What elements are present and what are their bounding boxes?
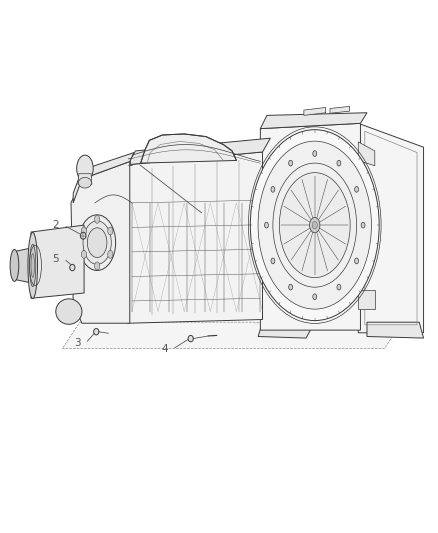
Polygon shape	[304, 108, 325, 115]
Ellipse shape	[271, 187, 275, 192]
Polygon shape	[62, 322, 402, 349]
Polygon shape	[31, 225, 84, 298]
Ellipse shape	[271, 258, 275, 264]
Ellipse shape	[81, 232, 86, 239]
Ellipse shape	[81, 251, 87, 259]
Polygon shape	[14, 247, 34, 284]
Text: 5: 5	[53, 254, 59, 263]
Ellipse shape	[94, 328, 99, 335]
Ellipse shape	[87, 228, 107, 257]
Ellipse shape	[258, 141, 371, 309]
Ellipse shape	[312, 221, 317, 229]
Ellipse shape	[310, 217, 320, 233]
Polygon shape	[358, 142, 375, 166]
Ellipse shape	[108, 227, 113, 235]
Ellipse shape	[337, 284, 341, 290]
Polygon shape	[78, 174, 92, 184]
Ellipse shape	[77, 155, 93, 182]
Ellipse shape	[188, 335, 193, 342]
Ellipse shape	[355, 258, 359, 264]
Ellipse shape	[337, 160, 341, 166]
Ellipse shape	[78, 177, 92, 188]
Polygon shape	[358, 290, 375, 309]
Polygon shape	[367, 322, 424, 338]
Text: 1: 1	[127, 158, 133, 168]
Polygon shape	[141, 134, 237, 163]
Ellipse shape	[265, 222, 268, 228]
Ellipse shape	[108, 251, 113, 259]
Polygon shape	[258, 322, 315, 338]
Text: 4: 4	[161, 344, 168, 354]
Ellipse shape	[361, 222, 365, 228]
Ellipse shape	[28, 232, 38, 298]
Ellipse shape	[83, 221, 111, 264]
Ellipse shape	[313, 294, 317, 300]
Ellipse shape	[289, 284, 293, 290]
Ellipse shape	[10, 249, 19, 281]
Text: 2: 2	[53, 220, 59, 230]
Ellipse shape	[56, 299, 82, 324]
Polygon shape	[127, 138, 270, 165]
Ellipse shape	[31, 254, 35, 277]
Ellipse shape	[355, 187, 359, 192]
Polygon shape	[330, 107, 350, 114]
Ellipse shape	[81, 227, 87, 235]
Text: 3: 3	[74, 338, 81, 349]
Polygon shape	[358, 123, 424, 333]
Polygon shape	[73, 152, 134, 203]
Polygon shape	[71, 161, 130, 323]
Polygon shape	[127, 152, 262, 323]
Ellipse shape	[95, 262, 100, 270]
Ellipse shape	[95, 215, 100, 223]
Polygon shape	[260, 113, 367, 128]
Ellipse shape	[30, 244, 36, 287]
Polygon shape	[260, 123, 360, 330]
Ellipse shape	[79, 215, 116, 270]
Ellipse shape	[289, 160, 293, 166]
Ellipse shape	[313, 151, 317, 156]
Ellipse shape	[279, 173, 350, 278]
Ellipse shape	[251, 130, 379, 320]
Ellipse shape	[70, 264, 75, 271]
